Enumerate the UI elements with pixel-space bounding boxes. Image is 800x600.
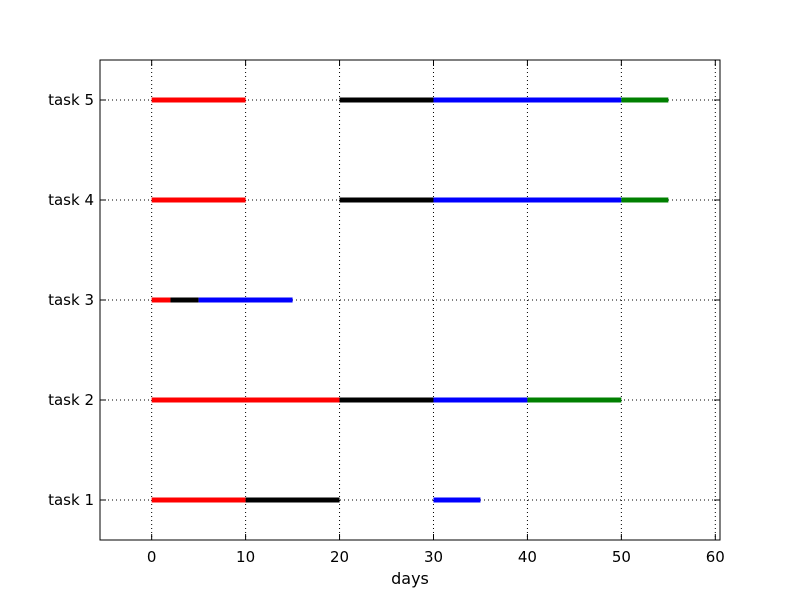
x-tick-label: 30 — [424, 548, 443, 566]
y-tick-label: task 2 — [48, 391, 94, 409]
bars-layer — [151, 97, 669, 503]
x-tick-label: 60 — [706, 548, 725, 566]
y-tick-label: task 1 — [48, 491, 94, 509]
x-tick-label: 50 — [612, 548, 631, 566]
x-tick-label: 20 — [330, 548, 349, 566]
y-tick-label: task 3 — [48, 291, 94, 309]
x-axis-label: days — [391, 569, 429, 588]
y-tick-label: task 4 — [48, 191, 94, 209]
x-tick-label: 0 — [147, 548, 157, 566]
x-tick-label: 40 — [518, 548, 537, 566]
x-tick-label: 10 — [236, 548, 255, 566]
y-tick-label: task 5 — [48, 91, 94, 109]
ticks-layer: 0 10 20 30 40 50 60 task 1 task 2 task 3 task 4 tas… — [48, 60, 725, 566]
